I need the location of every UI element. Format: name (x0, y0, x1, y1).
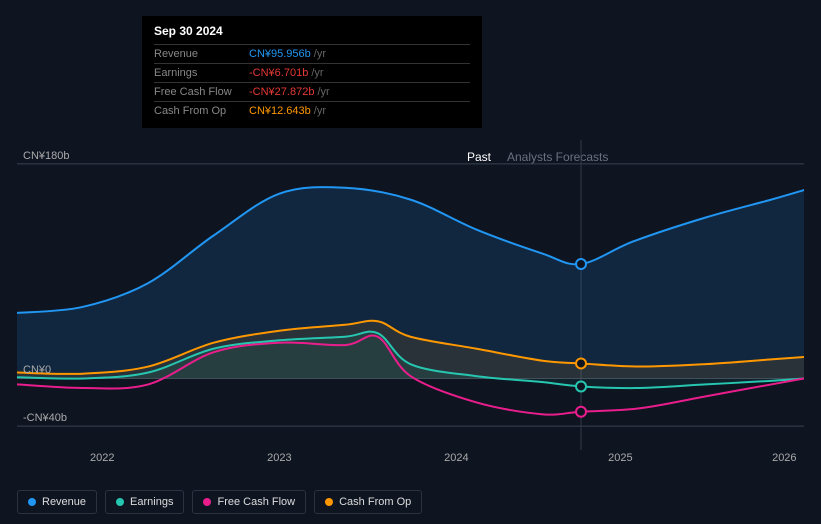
tooltip-metric-label: Free Cash Flow (154, 86, 249, 98)
tooltip-metric-value: -CN¥6.701b (249, 67, 308, 79)
tooltip-unit: /yr (317, 86, 329, 98)
legend-label: Free Cash Flow (217, 496, 295, 508)
tooltip-row: Cash From Op CN¥12.643b /yr (154, 101, 470, 120)
legend-dot-icon (325, 498, 333, 506)
legend-dot-icon (203, 498, 211, 506)
legend: Revenue Earnings Free Cash Flow Cash From O… (17, 490, 422, 514)
legend-item-revenue[interactable]: Revenue (17, 490, 97, 514)
tooltip-metric-label: Revenue (154, 48, 249, 60)
x-axis-label: 2025 (608, 452, 632, 464)
legend-item-earnings[interactable]: Earnings (105, 490, 184, 514)
legend-dot-icon (116, 498, 124, 506)
tooltip-metric-value: CN¥95.956b (249, 48, 311, 60)
y-axis-label: CN¥0 (23, 364, 51, 376)
tooltip-row: Revenue CN¥95.956b /yr (154, 44, 470, 63)
chart-tooltip: Sep 30 2024 Revenue CN¥95.956b /yr Earni… (142, 16, 482, 128)
tooltip-metric-label: Earnings (154, 67, 249, 79)
legend-item-free-cash-flow[interactable]: Free Cash Flow (192, 490, 306, 514)
tooltip-unit: /yr (314, 105, 326, 117)
tooltip-date: Sep 30 2024 (154, 24, 470, 44)
legend-label: Cash From Op (339, 496, 411, 508)
tooltip-metric-value: -CN¥27.872b (249, 86, 314, 98)
x-axis-label: 2023 (267, 452, 291, 464)
legend-item-cash-from-op[interactable]: Cash From Op (314, 490, 422, 514)
x-axis-label: 2024 (444, 452, 468, 464)
tooltip-metric-value: CN¥12.643b (249, 105, 311, 117)
tooltip-unit: /yr (314, 48, 326, 60)
tooltip-row: Earnings -CN¥6.701b /yr (154, 63, 470, 82)
tooltip-unit: /yr (311, 67, 323, 79)
x-axis-label: 2022 (90, 452, 114, 464)
tooltip-metric-label: Cash From Op (154, 105, 249, 117)
financial-chart (17, 140, 804, 450)
legend-label: Revenue (42, 496, 86, 508)
x-axis-label: 2026 (772, 452, 796, 464)
tooltip-row: Free Cash Flow -CN¥27.872b /yr (154, 82, 470, 101)
legend-dot-icon (28, 498, 36, 506)
y-axis-label: CN¥180b (23, 150, 69, 162)
legend-label: Earnings (130, 496, 173, 508)
y-axis-label: -CN¥40b (23, 412, 67, 424)
